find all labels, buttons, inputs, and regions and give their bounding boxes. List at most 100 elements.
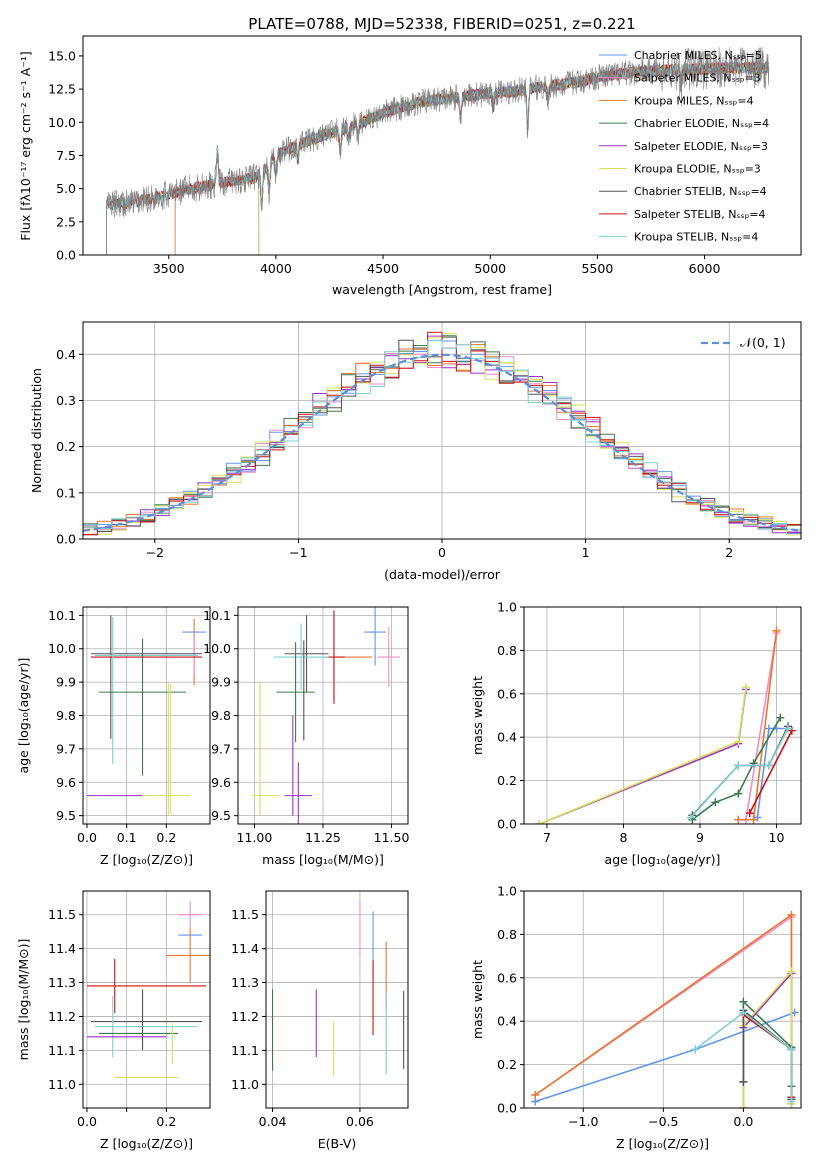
x-tick-label: 4000: [260, 261, 292, 276]
spectrum-panel: 3500 4000 4500 5000 5500 6000 0.0 2.5 5.0 7.5 10.0…: [18, 35, 802, 297]
series-marker: [787, 1097, 796, 1106]
mass_vs_ebv-plot-area: [272, 899, 405, 1076]
y-tick-label: 0.1: [56, 485, 76, 500]
y-tick-label: 15.0: [48, 48, 76, 63]
series-line: [748, 730, 793, 814]
y-tick-label: 0.4: [56, 347, 76, 362]
x-axis-label: Z [log₁₀(Z/Z⊙)]: [100, 1136, 193, 1151]
x-tick-label: 0.1: [117, 830, 137, 845]
y-axis-label: Flux [fλ10⁻¹⁷ erg cm⁻² s⁻¹ A⁻¹]: [18, 51, 33, 240]
y-axis-label: mass [log₁₀(M/M⊙)]: [16, 939, 31, 1061]
legend: 𝒩(0, 1): [701, 335, 786, 350]
y-tick-label: 12.5: [48, 82, 76, 97]
y-tick-label: 9.8: [211, 708, 231, 723]
y-tick-label: 9.9: [56, 675, 76, 690]
y-tick-label: 11.1: [231, 1043, 259, 1058]
y-tick-label: 11.4: [231, 941, 259, 956]
gaussian-curve: [83, 353, 801, 532]
y-tick-label: 1.0: [497, 600, 517, 615]
residuals-panel: −2 −1 0 1 2 0.0 0.1 0.2 0.3 0.4 (data-model)/error…: [29, 321, 802, 582]
series-marker: [787, 967, 796, 976]
y-tick-label: 0.2: [56, 439, 76, 454]
x-tick-label: 4500: [367, 261, 399, 276]
figure-title: PLATE=0788, MJD=52338, FIBERID=0251, z=0…: [248, 15, 635, 33]
legend-label: Salpeter MILES, Nₛₛₚ=3: [634, 72, 761, 85]
y-tick-label: 9.7: [211, 741, 231, 756]
series-marker: [787, 1045, 796, 1054]
legend-label: Kroupa MILES, Nₛₛₚ=4: [634, 94, 754, 107]
y-tick-label: 0.0: [497, 817, 517, 832]
legend-label: Chabrier STELIB, Nₛₛₚ=4: [634, 185, 767, 198]
mass_vs_Z-plot-area: [86, 901, 210, 1079]
series-line: [694, 1011, 793, 1102]
y-axis-label: Normed distribution: [29, 368, 44, 493]
y-tick-label: 10.0: [203, 641, 231, 656]
y-tick-label: 11.3: [48, 975, 76, 990]
x-tick-label: 6000: [689, 261, 721, 276]
x-tick-label: 0: [438, 545, 446, 560]
series-line: [745, 632, 778, 820]
y-tick-label: 9.5: [56, 808, 76, 823]
y-tick-label: 0.2: [497, 1057, 517, 1072]
axes-frame: [82, 890, 211, 1109]
y-tick-label: 0.4: [497, 730, 517, 745]
x-axis-label: wavelength [Angstrom, rest frame]: [332, 282, 552, 297]
series-marker: [734, 761, 743, 770]
series-line: [742, 1014, 793, 1098]
y-tick-label: 0.0: [56, 248, 76, 263]
series-marker: [734, 737, 743, 746]
x-tick-label: −1: [289, 545, 307, 560]
mass_vs_ebv-panel: 0.04 0.06 11.0 11.1 11.2 11.3 11.4 11.5 E(B-V): [231, 890, 409, 1151]
y-tick-label: 0.6: [497, 686, 517, 701]
legend-label: Salpeter STELIB, Nₛₛₚ=4: [634, 208, 766, 221]
legend-label: Kroupa STELIB, Nₛₛₚ=4: [634, 231, 758, 244]
weight_vs_age-panel: 7 8 9 10 0.0 0.2 0.4 0.6 0.8 1.0 age [log₁₀(age/yr…: [470, 600, 802, 867]
y-tick-label: 0.8: [497, 927, 517, 942]
y-tick-label: 2.5: [56, 214, 76, 229]
series-marker: [764, 761, 773, 770]
y-tick-label: 9.5: [211, 808, 231, 823]
x-tick-label: 5000: [474, 261, 506, 276]
histogram-series: [83, 340, 801, 538]
series-marker: [734, 789, 743, 798]
y-tick-label: 0.2: [497, 773, 517, 788]
y-tick-label: 9.8: [56, 708, 76, 723]
series-marker: [739, 1104, 748, 1108]
x-tick-label: 11.50: [374, 830, 410, 845]
x-tick-label: 7: [543, 830, 551, 845]
x-tick-label: 0.0: [733, 1114, 753, 1129]
x-axis-label: (data-model)/error: [384, 567, 501, 582]
series-line: [738, 630, 778, 821]
y-tick-label: 11.4: [48, 941, 76, 956]
y-tick-label: 11.2: [231, 1009, 259, 1024]
series-marker: [711, 798, 720, 807]
series-line: [756, 727, 788, 818]
y-tick-label: 11.0: [231, 1077, 259, 1092]
x-tick-label: 0.0: [77, 830, 97, 845]
x-tick-label: −2: [146, 545, 164, 560]
y-tick-label: 0.6: [497, 970, 517, 985]
axes-frame: [523, 606, 802, 825]
age_vs_mass-panel: 11.00 11.25 11.50 9.5 9.6 9.7 9.8 9.9 10.0 10.1 ma…: [203, 606, 410, 867]
y-tick-label: 10.1: [203, 608, 231, 623]
x-tick-label: 3500: [153, 261, 185, 276]
series-marker: [535, 820, 544, 824]
series-marker: [783, 724, 792, 733]
legend-label: Chabrier MILES, Nₛₛₚ=5: [634, 49, 762, 62]
y-tick-label: 0.8: [497, 643, 517, 658]
age_vs_mass-plot-area: [251, 607, 400, 824]
legend-label: 𝒩(0, 1): [740, 335, 786, 350]
x-tick-label: −0.5: [648, 1114, 678, 1129]
spectrum-plot-area: [106, 46, 770, 255]
x-tick-label: 0.0: [77, 1114, 97, 1129]
y-tick-label: 5.0: [56, 181, 76, 196]
x-axis-label: E(B-V): [318, 1136, 357, 1151]
weight_vs_Z-panel: −1.0 −0.5 0.0 0.0 0.2 0.4 0.6 0.8 1.0 Z [log₁₀(Z/…: [470, 884, 802, 1151]
x-axis-label: Z [log₁₀(Z/Z⊙)]: [100, 852, 193, 867]
y-axis-label: mass weight: [470, 960, 485, 1039]
series-marker: [739, 1077, 748, 1086]
y-axis-label: mass weight: [470, 676, 485, 755]
x-tick-label: 11.25: [305, 830, 341, 845]
x-tick-label: −1.0: [568, 1114, 598, 1129]
y-tick-label: 11.0: [48, 1077, 76, 1092]
